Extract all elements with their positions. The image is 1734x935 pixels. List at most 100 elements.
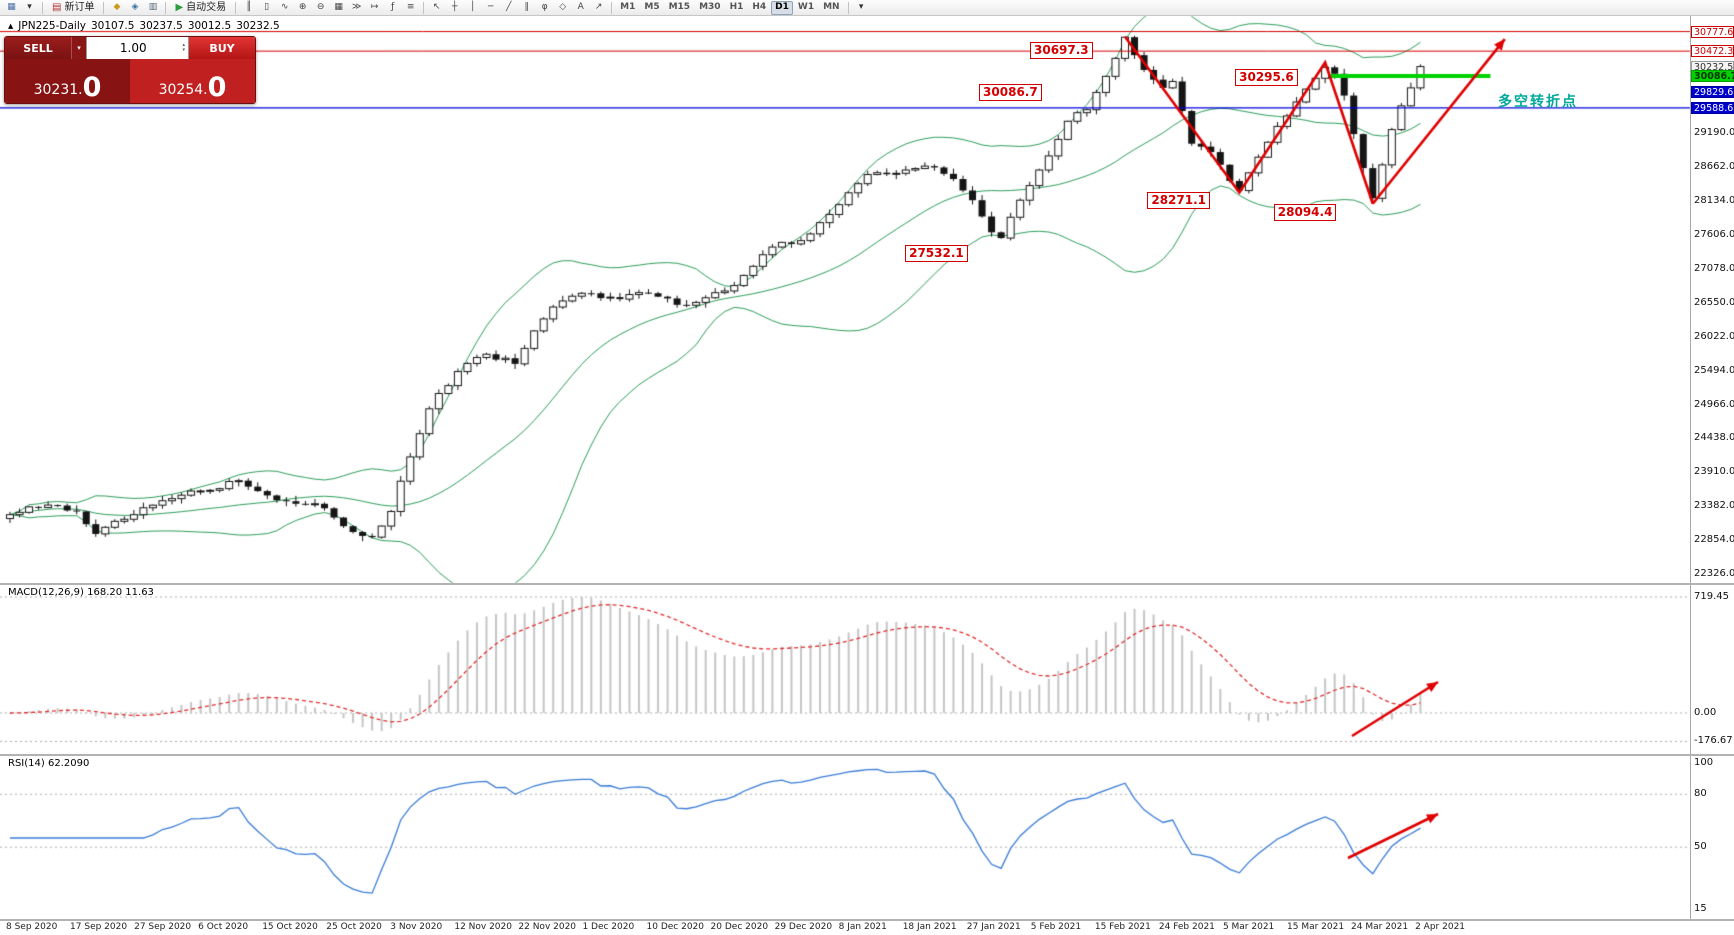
date-label: 24 Feb 2021 <box>1158 922 1215 932</box>
timeframe-m1-button[interactable]: M1 <box>616 1 639 15</box>
date-label: 10 Dec 2020 <box>646 922 705 932</box>
price-scale-label: 26550.0 <box>1694 296 1734 308</box>
toolbar-separator <box>165 1 167 14</box>
new-chart-icon[interactable]: ▦ <box>3 1 20 15</box>
tile-windows-icon[interactable]: ▦ <box>330 1 347 15</box>
timeframe-m30-button[interactable]: M30 <box>695 1 724 15</box>
timeframe-mn-button[interactable]: MN <box>819 1 844 15</box>
date-label: 29 Dec 2020 <box>774 922 833 932</box>
autotrading-button[interactable]: ▶ 自动交易 <box>170 1 231 15</box>
market-watch-icon[interactable]: ◆ <box>108 1 125 15</box>
line-chart-icon[interactable]: ∿ <box>276 1 293 15</box>
buy-price[interactable]: 30254. 0 <box>130 59 255 103</box>
macd-scale-label: -176.67 <box>1694 735 1733 747</box>
sell-price-main: 30231. <box>33 82 83 98</box>
zoom-in-icon[interactable]: ⊕ <box>294 1 311 15</box>
panel-splitter-rsi[interactable] <box>0 754 1734 756</box>
price-scale-label: 27078.0 <box>1694 263 1734 274</box>
date-label: 5 Mar 2021 <box>1222 922 1275 932</box>
new-order-icon: ▤ <box>52 1 62 13</box>
rsi-scale-label: 15 <box>1694 903 1707 914</box>
horizontal-line-icon[interactable]: ─ <box>482 1 499 15</box>
toolbar-separator <box>42 1 43 14</box>
price-scale-label: 29190.0 <box>1694 127 1734 139</box>
autotrading-play-icon: ▶ <box>175 1 184 13</box>
date-label: 20 Dec 2020 <box>710 922 769 932</box>
price-scale-label: 24966.0 <box>1694 398 1734 410</box>
auto-scroll-icon[interactable]: ≫ <box>348 1 365 15</box>
date-label: 24 Mar 2021 <box>1351 922 1409 932</box>
terminal-icon[interactable]: ▥ <box>144 1 161 15</box>
toolbar-separator <box>423 1 425 14</box>
volume-input[interactable] <box>87 41 180 55</box>
objects-list-icon[interactable]: ≡ <box>402 1 419 15</box>
text-icon[interactable]: A <box>572 1 589 15</box>
timeframe-h1-button[interactable]: H1 <box>726 1 748 15</box>
toolbar-separator <box>235 1 237 14</box>
trendline-icon[interactable]: ╱ <box>500 1 517 15</box>
cursor-icon[interactable]: ↖ <box>428 1 445 15</box>
toolbar-separator <box>611 1 613 14</box>
price-annotation-label[interactable]: 28271.1 <box>1147 192 1211 210</box>
autotrading-button-label: 自动交易 <box>186 1 227 13</box>
price-scale[interactable]: 29190.0 28662.0 28134.0 27606.0 27078.0 26550… <box>1691 0 1734 935</box>
window-menu-icon[interactable]: ▾ <box>853 1 870 15</box>
date-label: 18 Jan 2021 <box>902 922 957 932</box>
buy-price-main: 30254. <box>158 82 208 98</box>
price-scale-label: 28662.0 <box>1694 161 1734 173</box>
volume-spinner[interactable]: ▴ ▾ <box>179 41 188 54</box>
collapse-icon[interactable]: ▴ <box>8 20 14 32</box>
spinner-down-icon[interactable]: ▾ <box>182 47 185 53</box>
zoom-out-icon[interactable]: ⊖ <box>312 1 329 15</box>
timeframe-m15-button[interactable]: M15 <box>665 1 694 15</box>
spinner-up-icon[interactable]: ▴ <box>182 41 185 48</box>
low-value: 30012.5 <box>187 20 232 32</box>
sell-button[interactable]: SELL <box>5 37 71 59</box>
timeframe-m5-button[interactable]: M5 <box>640 1 663 15</box>
vertical-line-icon[interactable]: │ <box>464 1 481 15</box>
panel-splitter-macd[interactable] <box>0 583 1734 585</box>
price-annotation-label[interactable]: 30086.7 <box>979 83 1042 101</box>
timeframe-w1-button[interactable]: W1 <box>794 1 818 15</box>
open-value: 30107.5 <box>90 20 135 32</box>
sell-price[interactable]: 30231. 0 <box>5 59 130 103</box>
shapes-icon[interactable]: ◇ <box>554 1 571 15</box>
buy-button[interactable]: BUY <box>189 37 255 59</box>
order-type-dropdown-icon[interactable]: ▾ <box>71 37 86 59</box>
navigator-icon[interactable]: ◈ <box>126 1 143 15</box>
price-scale-label: 28134.0 <box>1694 195 1734 207</box>
macd-scale-label: 0.00 <box>1694 707 1717 718</box>
price-annotation-label[interactable]: 28094.4 <box>1273 203 1337 221</box>
date-label: 17 Sep 2020 <box>70 922 128 932</box>
chart-list-dropdown-icon[interactable]: ▾ <box>21 1 38 15</box>
new-order-button[interactable]: ▤ 新订单 <box>47 1 99 15</box>
bar-chart-icon[interactable]: ║ <box>240 1 257 15</box>
price-scale-label: 22326.0 <box>1694 567 1734 579</box>
price-scale-border <box>1690 16 1691 920</box>
date-label: 1 Dec 2020 <box>582 922 635 932</box>
fibonacci-icon[interactable]: φ <box>536 1 553 15</box>
date-label: 15 Feb 2021 <box>1094 922 1151 932</box>
crosshair-icon[interactable]: ┼ <box>446 1 463 15</box>
buy-price-big: 0 <box>207 72 227 104</box>
date-label: 8 Sep 2020 <box>6 922 58 932</box>
timeframe-h4-button[interactable]: H4 <box>748 1 770 15</box>
toolbar-separator <box>847 1 849 14</box>
date-label: 25 Oct 2020 <box>326 922 382 932</box>
chart-shift-icon[interactable]: ↦ <box>366 1 383 15</box>
indicators-icon[interactable]: ƒ <box>384 1 401 15</box>
date-label: 2 Apr 2021 <box>1415 922 1466 932</box>
price-annotation-label[interactable]: 27532.1 <box>905 244 968 262</box>
channel-icon[interactable]: ∥ <box>518 1 535 15</box>
toolbar: ▦ ▾ ▤ 新订单 ◆ ◈ ▥ ▶ 自动交易 ║ ▯ ∿ ⊕ ⊖ ▦ ≫ ↦ ƒ ≡ ↖ ┼ │ ─ ╱ ∥ φ ◇ A ↗ M1 M5 M1… <box>0 0 1734 16</box>
panel-splitter-axis[interactable] <box>0 919 1734 921</box>
candlestick-chart-icon[interactable]: ▯ <box>258 1 275 15</box>
symbol-label: JPN225-Daily <box>18 20 86 32</box>
time-axis[interactable]: 8 Sep 2020 17 Sep 2020 27 Sep 2020 6 Oct 20… <box>0 920 1734 935</box>
arrows-icon[interactable]: ↗ <box>590 1 607 15</box>
timeframe-d1-button[interactable]: D1 <box>771 0 793 15</box>
turning-point-text[interactable]: 多空转折点 <box>1498 93 1578 110</box>
price-annotation-label[interactable]: 30697.3 <box>1030 41 1093 59</box>
price-annotation-label[interactable]: 30295.6 <box>1235 69 1298 87</box>
